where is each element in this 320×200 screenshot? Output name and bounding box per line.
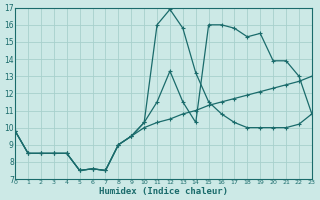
X-axis label: Humidex (Indice chaleur): Humidex (Indice chaleur) <box>99 187 228 196</box>
